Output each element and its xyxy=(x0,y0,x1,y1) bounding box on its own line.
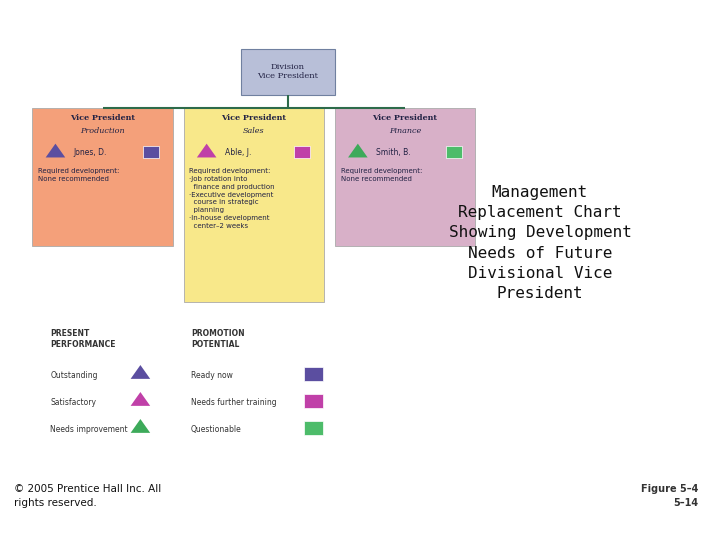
Text: Vice President: Vice President xyxy=(70,114,135,123)
Polygon shape xyxy=(130,365,150,379)
Text: Jones, D.: Jones, D. xyxy=(73,148,107,157)
FancyBboxPatch shape xyxy=(32,108,173,246)
Text: Needs further training: Needs further training xyxy=(191,398,276,407)
Text: Questionable: Questionable xyxy=(191,425,241,434)
Text: Satisfactory: Satisfactory xyxy=(50,398,96,407)
Polygon shape xyxy=(130,419,150,433)
Text: Required development:
None recommended: Required development: None recommended xyxy=(38,168,120,182)
Text: Ready now: Ready now xyxy=(191,371,233,380)
Text: Required development:
None recommended: Required development: None recommended xyxy=(341,168,422,182)
FancyBboxPatch shape xyxy=(184,108,324,302)
Polygon shape xyxy=(348,144,368,158)
Text: PROMOTION
POTENTIAL: PROMOTION POTENTIAL xyxy=(191,329,244,349)
Text: Able, J.: Able, J. xyxy=(225,148,251,157)
Text: Outstanding: Outstanding xyxy=(50,371,98,380)
FancyBboxPatch shape xyxy=(335,108,475,246)
Text: Figure 5–4
5–14: Figure 5–4 5–14 xyxy=(641,484,698,508)
Bar xyxy=(304,367,323,381)
Text: Division
Vice President: Division Vice President xyxy=(258,63,318,80)
Text: © 2005 Prentice Hall Inc. All
rights reserved.: © 2005 Prentice Hall Inc. All rights res… xyxy=(14,484,162,508)
Bar xyxy=(304,421,323,435)
Text: PRESENT
PERFORMANCE: PRESENT PERFORMANCE xyxy=(50,329,116,349)
Text: Sales: Sales xyxy=(243,127,265,135)
Text: Finance: Finance xyxy=(389,127,421,135)
Text: Smith, B.: Smith, B. xyxy=(376,148,410,157)
Bar xyxy=(446,146,462,158)
Text: Vice President: Vice President xyxy=(372,114,438,123)
Polygon shape xyxy=(45,144,66,158)
Bar xyxy=(143,146,159,158)
Bar xyxy=(294,146,310,158)
Bar xyxy=(304,394,323,408)
Text: Required development:
·Job rotation into
  finance and production
·Executive dev: Required development: ·Job rotation into… xyxy=(189,168,275,229)
Polygon shape xyxy=(130,392,150,406)
Text: Needs improvement: Needs improvement xyxy=(50,425,128,434)
Text: Vice President: Vice President xyxy=(221,114,287,123)
FancyBboxPatch shape xyxy=(241,49,335,94)
Text: Production: Production xyxy=(81,127,125,135)
Text: Management
Replacement Chart
Showing Development
Needs of Future
Divisional Vice: Management Replacement Chart Showing Dev… xyxy=(449,185,631,301)
Polygon shape xyxy=(197,144,217,158)
